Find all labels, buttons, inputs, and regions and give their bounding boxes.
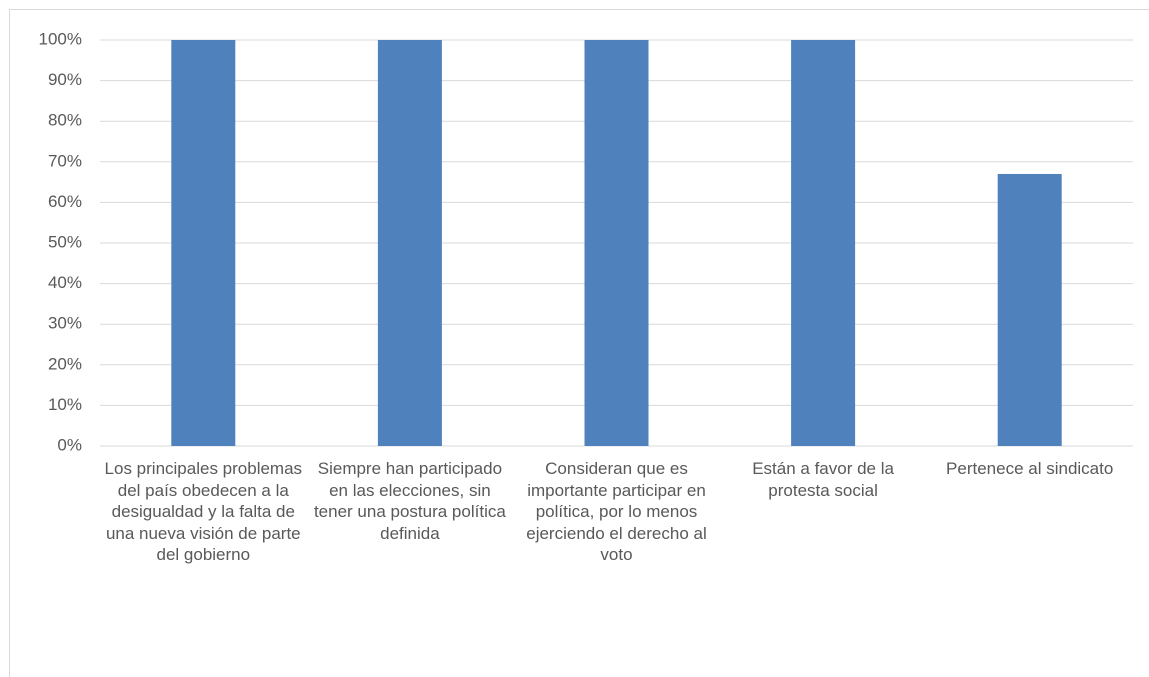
x-tick-label: Siempre han participado en las eleccione… — [313, 459, 506, 543]
y-tick-label: 40% — [48, 273, 82, 292]
y-tick-label: 30% — [48, 314, 82, 333]
bar — [377, 40, 442, 446]
x-tick-label: Los principales problemas del país obede… — [104, 459, 303, 564]
y-tick-label: 20% — [48, 354, 82, 373]
x-tick-label: Están a favor de la protesta social — [752, 459, 894, 500]
x-tick-label: Pertenece al sindicato — [946, 459, 1114, 478]
y-tick-label: 10% — [48, 395, 82, 414]
bar — [171, 40, 236, 446]
y-tick-label: 70% — [48, 151, 82, 170]
y-tick-label: 60% — [48, 192, 82, 211]
y-tick-label: 0% — [57, 435, 82, 454]
chart-border — [9, 9, 1149, 677]
y-tick-label: 50% — [48, 232, 82, 251]
bar — [584, 40, 649, 446]
bar — [791, 40, 856, 446]
y-tick-label: 80% — [48, 111, 82, 130]
y-tick-label: 100% — [39, 29, 82, 48]
bar — [997, 173, 1062, 447]
y-tick-label: 90% — [48, 70, 82, 89]
x-tick-label: Consideran que es importante participar … — [526, 459, 707, 564]
